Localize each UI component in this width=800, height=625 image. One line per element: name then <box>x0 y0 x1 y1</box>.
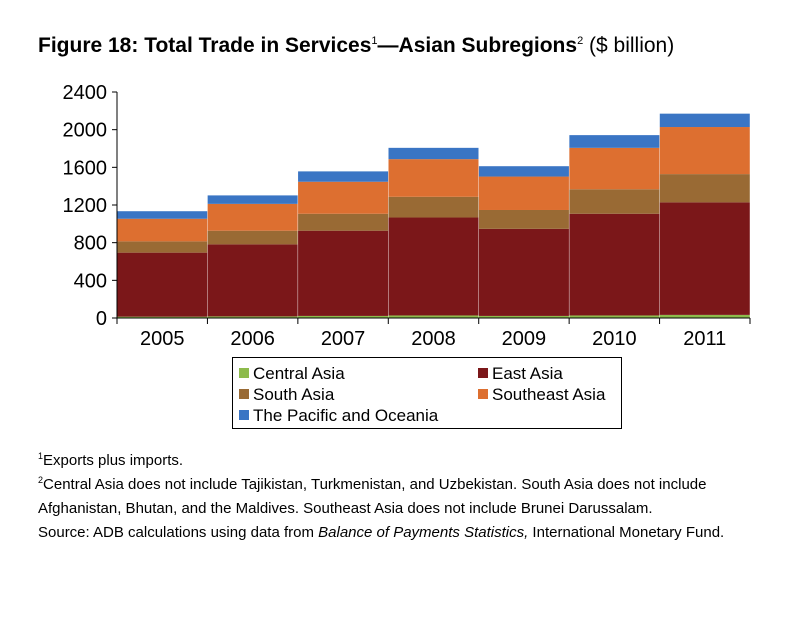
bar-segment-east-asia-2009 <box>478 228 569 316</box>
bar-segment-the-pacific-and-oceania-2006 <box>207 195 298 204</box>
bar-segment-southeast-asia-2011 <box>659 127 750 175</box>
bar-segment-southeast-asia-2009 <box>478 176 569 210</box>
chart-title-main: Figure 18: Total Trade in Services <box>38 34 372 57</box>
legend-label-central-asia: Central Asia <box>253 364 345 383</box>
bar-segment-southeast-asia-2010 <box>569 147 660 190</box>
x-tick-label-2011: 2011 <box>683 328 726 350</box>
y-tick-label-2000: 2000 <box>63 120 108 142</box>
legend-swatch-south-asia <box>239 389 249 399</box>
legend-swatch-east-asia <box>478 368 488 378</box>
legend-item-pacific-oceania: The Pacific and Oceania <box>239 406 438 426</box>
bar-segment-east-asia-2006 <box>207 244 298 317</box>
legend-swatch-central-asia <box>239 368 249 378</box>
y-tick-label-0: 0 <box>96 308 107 330</box>
source-note: Source: ADB calculations using data from… <box>38 521 738 545</box>
footnote-1-marker: 1 <box>38 451 44 461</box>
bar-segment-south-asia-2010 <box>569 189 660 214</box>
y-tick-label-1600: 1600 <box>63 157 108 179</box>
bar-segment-southeast-asia-2006 <box>207 203 298 231</box>
y-tick-label-400: 400 <box>74 270 107 292</box>
bar-segment-south-asia-2008 <box>388 196 479 218</box>
legend-label-east-asia: East Asia <box>492 364 563 383</box>
footnote-ref-1: 1 <box>371 35 378 47</box>
bar-segment-southeast-asia-2005 <box>117 218 208 242</box>
bar-segment-central-asia-2005 <box>117 316 208 318</box>
footnote-1: 1Exports plus imports. <box>38 449 738 473</box>
bar-segment-east-asia-2005 <box>117 252 208 317</box>
bar-segment-central-asia-2010 <box>569 315 660 318</box>
bar-segment-southeast-asia-2008 <box>388 159 479 197</box>
x-tick-label-2005: 2005 <box>140 328 185 350</box>
bar-segment-south-asia-2007 <box>298 213 389 231</box>
bar-segment-east-asia-2010 <box>569 213 660 316</box>
bar-segment-east-asia-2008 <box>388 217 479 316</box>
y-tick-label-2400: 2400 <box>63 82 108 104</box>
legend-label-southeast-asia: Southeast Asia <box>492 385 606 404</box>
bar-segment-south-asia-2009 <box>478 209 569 229</box>
stacked-bar-chart: 2005 2006 2007 2008 2009 2010 2011 0 400 800 1200 1… <box>63 82 751 350</box>
legend-item-southeast-asia: Southeast Asia <box>478 385 605 405</box>
x-tick-label-2007: 2007 <box>321 328 366 350</box>
bar-segment-the-pacific-and-oceania-2009 <box>478 166 569 177</box>
x-tick-label-2009: 2009 <box>502 328 547 350</box>
x-tick-label-2006: 2006 <box>230 328 275 350</box>
source-suffix: International Monetary Fund. <box>528 524 725 541</box>
bar-segment-central-asia-2009 <box>478 315 569 318</box>
bar-segment-the-pacific-and-oceania-2011 <box>659 113 750 128</box>
bar-segment-central-asia-2008 <box>388 315 479 318</box>
chart-title: Figure 18: Total Trade in Services1—Asia… <box>38 34 674 58</box>
legend-item-east-asia: East Asia <box>478 364 563 384</box>
chart-notes: 1Exports plus imports. 2Central Asia doe… <box>38 449 738 545</box>
legend-item-central-asia: Central Asia <box>239 364 345 384</box>
bar-segment-southeast-asia-2007 <box>298 181 389 214</box>
bar-segment-central-asia-2007 <box>298 315 389 318</box>
bar-segment-the-pacific-and-oceania-2005 <box>117 211 208 219</box>
bar-segment-south-asia-2011 <box>659 174 750 203</box>
legend-label-south-asia: South Asia <box>253 385 335 404</box>
footnote-2-marker: 2 <box>38 475 44 485</box>
bar-segment-central-asia-2011 <box>659 314 750 318</box>
legend-item-south-asia: South Asia <box>239 385 334 405</box>
bar-segment-east-asia-2007 <box>298 230 389 316</box>
source-publication: Balance of Payments Statistics, <box>318 524 529 541</box>
footnote-2-text: Central Asia does not include Tajikistan… <box>38 476 707 517</box>
bar-segment-central-asia-2006 <box>207 316 298 318</box>
chart-legend: Central Asia East Asia South Asia Southe… <box>232 357 622 429</box>
x-tick-label-2008: 2008 <box>411 328 456 350</box>
y-tick-label-1200: 1200 <box>63 195 108 217</box>
legend-swatch-southeast-asia <box>478 389 488 399</box>
footnote-1-text: Exports plus imports. <box>43 452 184 469</box>
chart-title-unit: ($ billion) <box>583 34 675 57</box>
footnote-2: 2Central Asia does not include Tajikista… <box>38 473 738 521</box>
bar-segment-the-pacific-and-oceania-2008 <box>388 147 479 160</box>
bar-segment-east-asia-2011 <box>659 202 750 315</box>
bar-segment-the-pacific-and-oceania-2010 <box>569 135 660 148</box>
chart-title-subregions: —Asian Subregions <box>377 34 578 57</box>
bar-segment-the-pacific-and-oceania-2007 <box>298 171 389 182</box>
source-prefix: Source: ADB calculations using data from <box>38 524 319 541</box>
legend-label-pacific-oceania: The Pacific and Oceania <box>253 406 439 425</box>
footnote-ref-2: 2 <box>577 35 584 47</box>
y-tick-label-800: 800 <box>74 233 107 255</box>
x-tick-label-2010: 2010 <box>592 328 637 350</box>
bar-segment-south-asia-2005 <box>117 241 208 253</box>
legend-swatch-pacific-oceania <box>239 410 249 420</box>
bar-segment-south-asia-2006 <box>207 230 298 245</box>
